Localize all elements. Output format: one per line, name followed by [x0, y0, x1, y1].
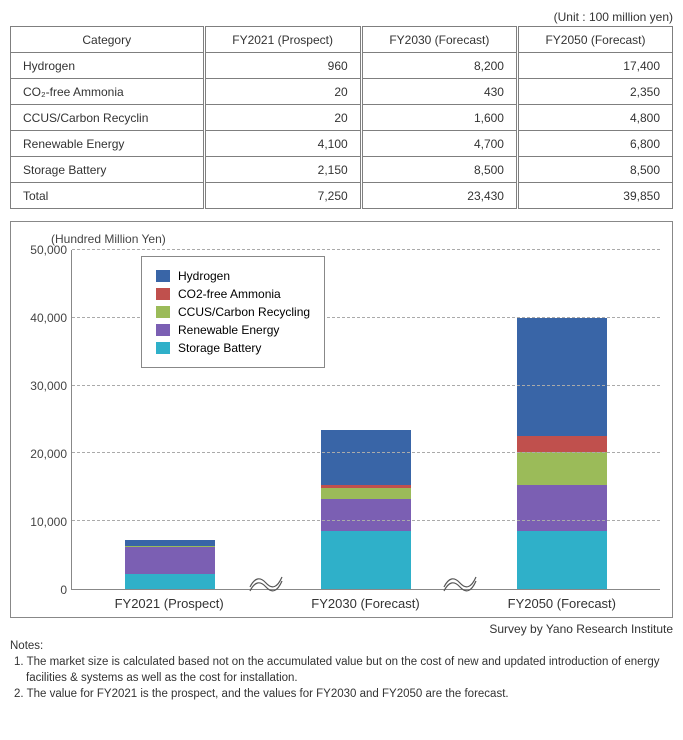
y-tick: 50,000 — [30, 243, 67, 257]
cell-category: CO₂-free Ammonia — [11, 79, 205, 105]
y-tick: 40,000 — [30, 311, 67, 325]
legend-swatch — [156, 288, 170, 300]
chart-container: (Hundred Million Yen) Hydrogen CO2-free A… — [10, 221, 673, 618]
notes-header: Notes: — [10, 638, 673, 654]
cell-category: Hydrogen — [11, 53, 205, 79]
cell-value: 1,600 — [361, 105, 517, 131]
x-tick-label: FY2050 (Forecast) — [487, 596, 637, 611]
gridline — [72, 385, 660, 386]
cell-value: 8,500 — [361, 157, 517, 183]
legend-label: Renewable Energy — [178, 323, 279, 337]
y-tick: 10,000 — [30, 515, 67, 529]
legend-item: Hydrogen — [156, 269, 310, 283]
cell-value: 23,430 — [361, 183, 517, 209]
col-fy2050: FY2050 (Forecast) — [517, 27, 672, 53]
legend-item: Renewable Energy — [156, 323, 310, 337]
y-axis: 010,00020,00030,00040,00050,000 — [23, 250, 71, 590]
legend-item: Storage Battery — [156, 341, 310, 355]
bar-segment — [517, 452, 607, 485]
bar-segment — [125, 547, 215, 575]
legend-swatch — [156, 324, 170, 336]
legend-item: CO2-free Ammonia — [156, 287, 310, 301]
notes: Notes: 1. The market size is calculated … — [10, 638, 673, 702]
table-row: Storage Battery2,1508,5008,500 — [11, 157, 673, 183]
cell-value: 8,200 — [361, 53, 517, 79]
cell-value: 4,800 — [517, 105, 672, 131]
bar-column — [321, 430, 411, 589]
gridline — [72, 520, 660, 521]
bar-segment — [517, 485, 607, 531]
cell-category: Renewable Energy — [11, 131, 205, 157]
col-category: Category — [11, 27, 205, 53]
bar-segment — [517, 531, 607, 589]
x-tick-label: FY2030 (Forecast) — [290, 596, 440, 611]
bar-segment — [125, 574, 215, 589]
legend-swatch — [156, 270, 170, 282]
x-tick-label: FY2021 (Prospect) — [94, 596, 244, 611]
table-row: Total7,25023,43039,850 — [11, 183, 673, 209]
bar-segment — [321, 499, 411, 531]
cell-value: 20 — [204, 105, 361, 131]
cell-value: 4,100 — [204, 131, 361, 157]
cell-value: 8,500 — [517, 157, 672, 183]
cell-value: 2,350 — [517, 79, 672, 105]
note-item: 2. The value for FY2021 is the prospect,… — [14, 686, 673, 702]
gridline — [72, 249, 660, 250]
cell-value: 7,250 — [204, 183, 361, 209]
y-tick: 20,000 — [30, 447, 67, 461]
bar-segment — [321, 488, 411, 499]
cell-value: 2,150 — [204, 157, 361, 183]
note-item: 1. The market size is calculated based n… — [14, 654, 673, 686]
y-axis-label: (Hundred Million Yen) — [51, 232, 660, 246]
unit-label: (Unit : 100 million yen) — [10, 10, 673, 24]
table-row: Hydrogen9608,20017,400 — [11, 53, 673, 79]
legend-item: CCUS/Carbon Recycling — [156, 305, 310, 319]
cell-category: Total — [11, 183, 205, 209]
table-row: Renewable Energy4,1004,7006,800 — [11, 131, 673, 157]
cell-category: Storage Battery — [11, 157, 205, 183]
cell-value: 6,800 — [517, 131, 672, 157]
y-tick: 0 — [60, 583, 67, 597]
bar-segment — [517, 318, 607, 436]
legend-label: CO2-free Ammonia — [178, 287, 281, 301]
bar-segment — [321, 430, 411, 486]
cell-value: 960 — [204, 53, 361, 79]
survey-credit: Survey by Yano Research Institute — [10, 622, 673, 636]
cell-value: 430 — [361, 79, 517, 105]
col-fy2030: FY2030 (Forecast) — [361, 27, 517, 53]
cell-value: 4,700 — [361, 131, 517, 157]
legend-label: CCUS/Carbon Recycling — [178, 305, 310, 319]
legend-label: Hydrogen — [178, 269, 230, 283]
legend-swatch — [156, 306, 170, 318]
cell-value: 39,850 — [517, 183, 672, 209]
bar-segment — [321, 531, 411, 589]
cell-value: 17,400 — [517, 53, 672, 79]
legend-label: Storage Battery — [178, 341, 261, 355]
bar-column — [517, 318, 607, 589]
legend-swatch — [156, 342, 170, 354]
data-table: Category FY2021 (Prospect) FY2030 (Forec… — [10, 26, 673, 209]
chart-area: 010,00020,00030,00040,00050,000 — [23, 250, 660, 590]
table-header-row: Category FY2021 (Prospect) FY2030 (Forec… — [11, 27, 673, 53]
gridline — [72, 452, 660, 453]
cell-value: 20 — [204, 79, 361, 105]
bar-column — [125, 540, 215, 589]
bar-segment — [517, 436, 607, 452]
col-fy2021: FY2021 (Prospect) — [204, 27, 361, 53]
legend: Hydrogen CO2-free Ammonia CCUS/Carbon Recy… — [141, 256, 325, 368]
x-axis-labels: FY2021 (Prospect) FY2030 (Forecast) FY2050… — [71, 596, 660, 611]
y-tick: 30,000 — [30, 379, 67, 393]
table-row: CO₂-free Ammonia204302,350 — [11, 79, 673, 105]
cell-category: CCUS/Carbon Recyclin — [11, 105, 205, 131]
table-row: CCUS/Carbon Recyclin201,6004,800 — [11, 105, 673, 131]
